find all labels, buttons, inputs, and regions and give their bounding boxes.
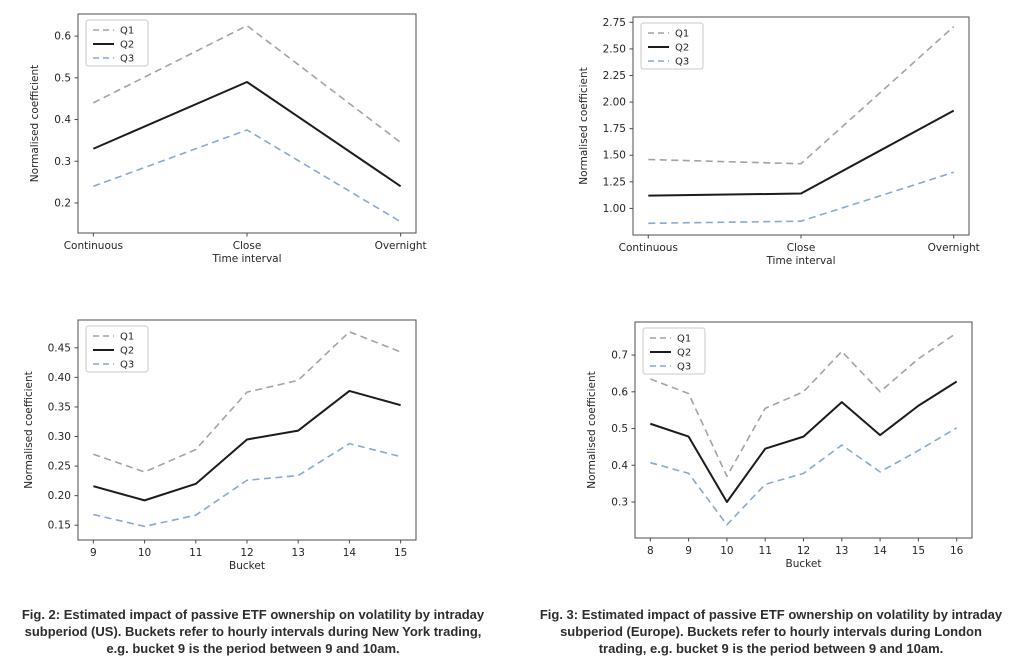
series-line-q2 — [648, 109, 955, 197]
x-tick-label: 16 — [950, 545, 964, 557]
legend-entry-label: Q2 — [677, 348, 691, 359]
x-tick-label: Close — [787, 242, 816, 254]
fig2-bucket-chart: 0.15 0.20 0.25 0.30 0.35 0.40 0.45 9 10 11 12 13 14 1… — [23, 319, 417, 572]
y-tick-label: 2.25 — [603, 70, 626, 82]
legend-entry-label: Q1 — [120, 26, 134, 37]
series-line-q2 — [92, 80, 402, 188]
y-tick-label: 0.2 — [54, 197, 71, 209]
axes: 0.3 0.4 0.5 0.6 0.7 8 9 10 11 12 13 14 15 16 — [611, 321, 973, 557]
series-line-q1 — [93, 331, 401, 473]
x-tick-label: 14 — [873, 545, 887, 557]
fig2-caption: Fig. 2: Estimated impact of passive ETF … — [21, 607, 485, 657]
fig3-time-interval-chart: 1.00 1.25 1.50 1.75 2.00 2.25 2.50 2.75 Continuo… — [578, 16, 980, 267]
y-tick-label: 0.3 — [611, 497, 628, 509]
x-tick-label: 11 — [189, 547, 202, 559]
legend-entry-label: Q1 — [120, 332, 134, 343]
y-tick-label: 0.30 — [48, 431, 71, 443]
legend: Q1 Q2 Q3 — [640, 22, 704, 70]
axes: 0.15 0.20 0.25 0.30 0.35 0.40 0.45 9 10 11 12 13 14 1… — [48, 319, 417, 559]
y-tick-label: 0.15 — [48, 520, 71, 532]
series-line-q2 — [93, 389, 401, 502]
legend-entry-label: Q3 — [120, 360, 134, 371]
y-tick-label: 0.45 — [48, 342, 71, 354]
x-tick-label: 9 — [685, 545, 692, 557]
y-tick-label: 0.25 — [48, 461, 71, 473]
y-tick-label: 1.25 — [603, 176, 626, 188]
x-tick-label: 15 — [394, 547, 407, 559]
axes: 0.2 0.3 0.4 0.5 0.6 Continuous Close Overnight — [54, 13, 427, 252]
series-line-q2 — [650, 380, 958, 503]
x-tick-label: Close — [233, 240, 262, 252]
y-tick-label: 0.35 — [48, 401, 71, 413]
y-axis-label: Normalised coefficient — [23, 371, 35, 489]
y-tick-label: 2.75 — [603, 17, 626, 29]
y-tick-label: 0.4 — [54, 114, 71, 126]
x-tick-label: 12 — [240, 547, 253, 559]
y-tick-label: 0.20 — [48, 490, 71, 502]
x-tick-label: 9 — [90, 547, 97, 559]
x-tick-label: 10 — [138, 547, 151, 559]
y-tick-label: 2.00 — [603, 97, 626, 109]
x-tick-label: Continuous — [64, 240, 123, 252]
series-line-q3 — [648, 171, 954, 225]
x-axis-label: Time interval — [211, 253, 281, 265]
series-line-q1 — [93, 24, 402, 144]
x-axis-label: Bucket — [229, 560, 265, 572]
y-tick-label: 0.3 — [54, 156, 71, 168]
axes: 1.00 1.25 1.50 1.75 2.00 2.25 2.50 2.75 Continuo… — [603, 16, 980, 254]
x-tick-label: Overnight — [928, 242, 980, 254]
legend-entry-label: Q1 — [677, 334, 691, 345]
series-line-q3 — [93, 129, 402, 223]
x-tick-label: 13 — [835, 545, 848, 557]
y-tick-label: 0.4 — [611, 460, 628, 472]
series-line-q1 — [650, 332, 958, 478]
y-tick-label: 0.7 — [611, 350, 628, 362]
x-tick-label: 15 — [912, 545, 925, 557]
legend: Q1 Q2 Q3 — [642, 327, 706, 375]
y-tick-label: 0.6 — [54, 31, 71, 43]
x-tick-label: 8 — [647, 545, 654, 557]
x-tick-label: 12 — [797, 545, 810, 557]
legend-entry-label: Q2 — [120, 40, 134, 51]
fig3-bucket-chart: 0.3 0.4 0.5 0.6 0.7 8 9 10 11 12 13 14 15 16 Bucket Nor… — [586, 321, 973, 570]
legend: Q1 Q2 Q3 — [85, 325, 149, 373]
legend-entry-label: Q3 — [120, 54, 134, 65]
x-tick-label: Overnight — [375, 240, 427, 252]
x-axis-label: Bucket — [786, 558, 822, 570]
legend-entry-label: Q2 — [120, 346, 134, 357]
y-tick-label: 1.75 — [603, 123, 626, 135]
legend: Q1 Q2 Q3 — [85, 19, 149, 67]
y-tick-label: 0.40 — [48, 372, 71, 384]
x-tick-label: 10 — [720, 545, 733, 557]
x-tick-label: 14 — [343, 547, 357, 559]
x-tick-label: 11 — [759, 545, 772, 557]
y-tick-label: 1.50 — [603, 150, 626, 162]
legend-entry-label: Q1 — [675, 29, 689, 40]
x-axis-label: Time interval — [765, 255, 835, 267]
legend-entry-label: Q3 — [677, 362, 691, 373]
fig3-caption: Fig. 3: Estimated impact of passive ETF … — [539, 607, 1003, 657]
y-axis-label: Normalised coefficient — [29, 65, 41, 183]
fig2-time-interval-chart: 0.2 0.3 0.4 0.5 0.6 Continuous Close Overnight T… — [29, 13, 427, 265]
y-tick-label: 0.6 — [611, 386, 628, 398]
series-line-q3 — [650, 427, 958, 526]
y-tick-label: 0.5 — [54, 72, 71, 84]
y-axis-label: Normalised coefficient — [578, 67, 590, 185]
y-axis-label: Normalised coefficient — [586, 371, 598, 489]
x-tick-label: Continuous — [619, 242, 678, 254]
y-tick-label: 0.5 — [611, 423, 628, 435]
y-tick-label: 1.00 — [603, 203, 626, 215]
series-line-q3 — [93, 442, 401, 528]
legend-entry-label: Q2 — [675, 43, 689, 54]
legend-entry-label: Q3 — [675, 57, 689, 68]
y-tick-label: 2.50 — [603, 43, 626, 55]
series-line-q1 — [648, 25, 955, 165]
x-tick-label: 13 — [292, 547, 305, 559]
